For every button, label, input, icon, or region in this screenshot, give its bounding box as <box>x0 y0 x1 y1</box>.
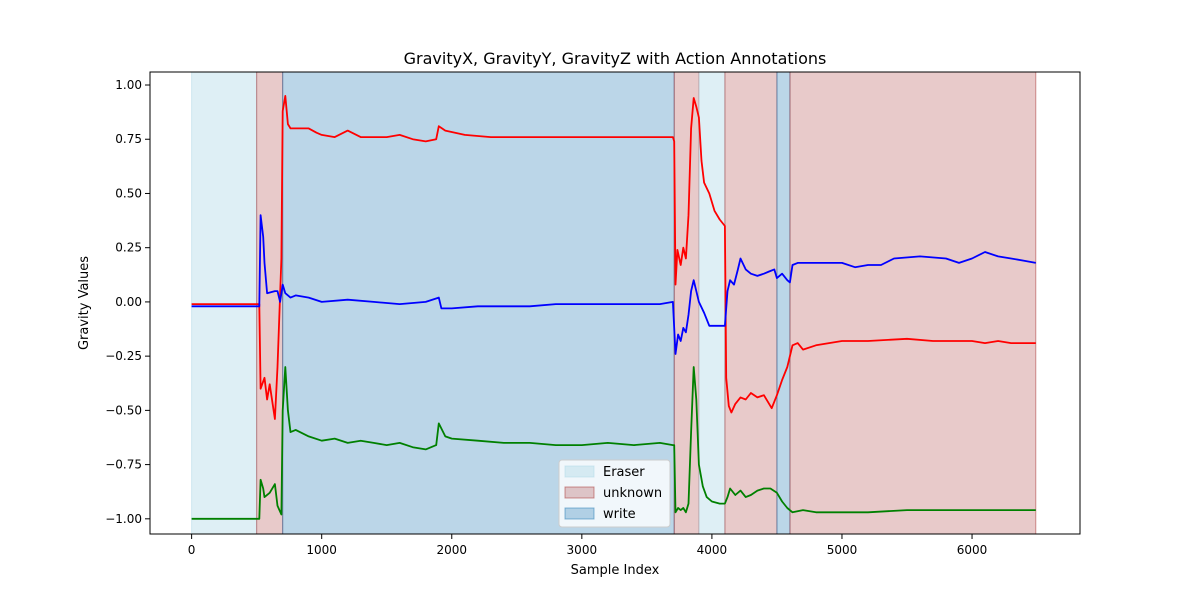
span-eraser-4 <box>698 71 726 535</box>
x-tick-label: 4000 <box>697 543 728 557</box>
legend-label-unknown: unknown <box>603 486 662 501</box>
legend-swatch-eraser <box>564 465 595 478</box>
x-axis-ticks: 0 1000 2000 3000 4000 5000 6000 <box>188 534 988 557</box>
x-tick-label: 0 <box>188 543 196 557</box>
y-axis-ticks: 1.00 0.75 0.50 0.25 0.00 −0.25 −0.50 −0.75 −1.00 <box>105 78 150 526</box>
series-gravity-y-line <box>191 214 1036 355</box>
series-gravity-x-line <box>191 95 1036 420</box>
y-tick-label: −1.00 <box>105 512 142 526</box>
y-axis-label: Gravity Values <box>77 256 92 350</box>
legend: Eraser unknown write <box>558 459 671 528</box>
span-unknown-3 <box>673 71 700 535</box>
x-tick-label: 1000 <box>306 543 337 557</box>
y-tick-label: −0.25 <box>105 349 142 363</box>
y-tick-label: 0.25 <box>115 241 142 255</box>
x-tick-label: 6000 <box>957 543 988 557</box>
chart-title: GravityX, GravityY, GravityZ with Action… <box>404 49 827 68</box>
legend-swatch-write <box>564 507 595 520</box>
span-unknown-1 <box>256 71 284 535</box>
x-tick-label: 3000 <box>567 543 598 557</box>
series-gravity-z-line <box>191 366 1036 520</box>
legend-swatch-unknown <box>564 486 595 499</box>
x-tick-label: 5000 <box>827 543 858 557</box>
legend-label-write: write <box>603 507 636 522</box>
y-tick-label: −0.50 <box>105 403 142 417</box>
plot-frame <box>149 71 1081 535</box>
y-tick-label: 0.75 <box>115 132 142 146</box>
series-lines <box>191 95 1036 520</box>
x-axis-label: Sample Index <box>571 563 660 578</box>
y-tick-label: 0.00 <box>115 295 142 309</box>
y-tick-label: 0.50 <box>115 186 142 200</box>
span-unknown-5 <box>724 71 778 535</box>
legend-label-eraser: Eraser <box>603 465 645 480</box>
span-write-6 <box>776 71 791 535</box>
span-eraser-0 <box>191 71 258 535</box>
x-tick-label: 2000 <box>436 543 467 557</box>
y-tick-label: −0.75 <box>105 458 142 472</box>
span-unknown-7 <box>789 71 1037 535</box>
action-spans <box>191 71 1037 535</box>
y-tick-label: 1.00 <box>115 78 142 92</box>
